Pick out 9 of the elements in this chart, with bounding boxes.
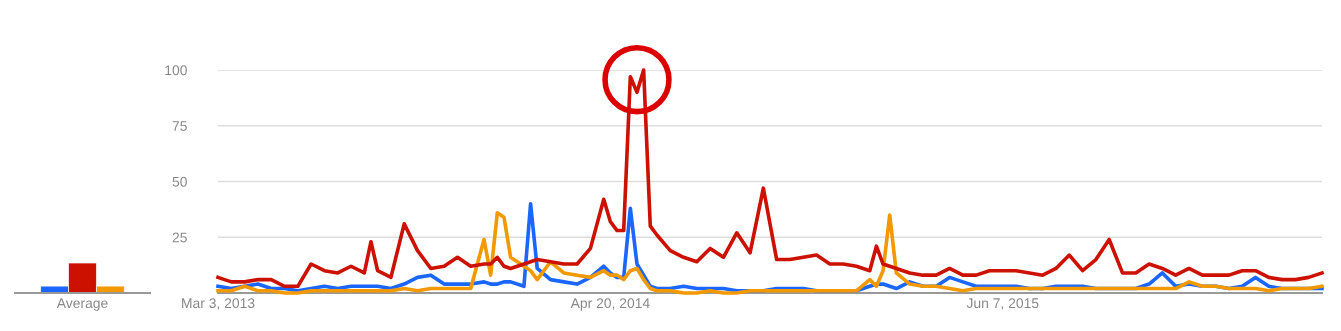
y-tick-label: 25	[172, 232, 187, 243]
y-tick-label: 50	[172, 176, 187, 187]
y-tick-label: 75	[172, 121, 187, 131]
x-tick-label: Mar 3, 2013	[182, 298, 255, 310]
x-tick-label: Average	[56, 298, 108, 311]
x-tick-label: Apr 20, 2014	[570, 298, 650, 311]
line-series	[216, 68, 1324, 289]
x-tick-label: Jun 7, 2015	[966, 298, 1039, 310]
y-tick-label: 100	[165, 65, 187, 76]
